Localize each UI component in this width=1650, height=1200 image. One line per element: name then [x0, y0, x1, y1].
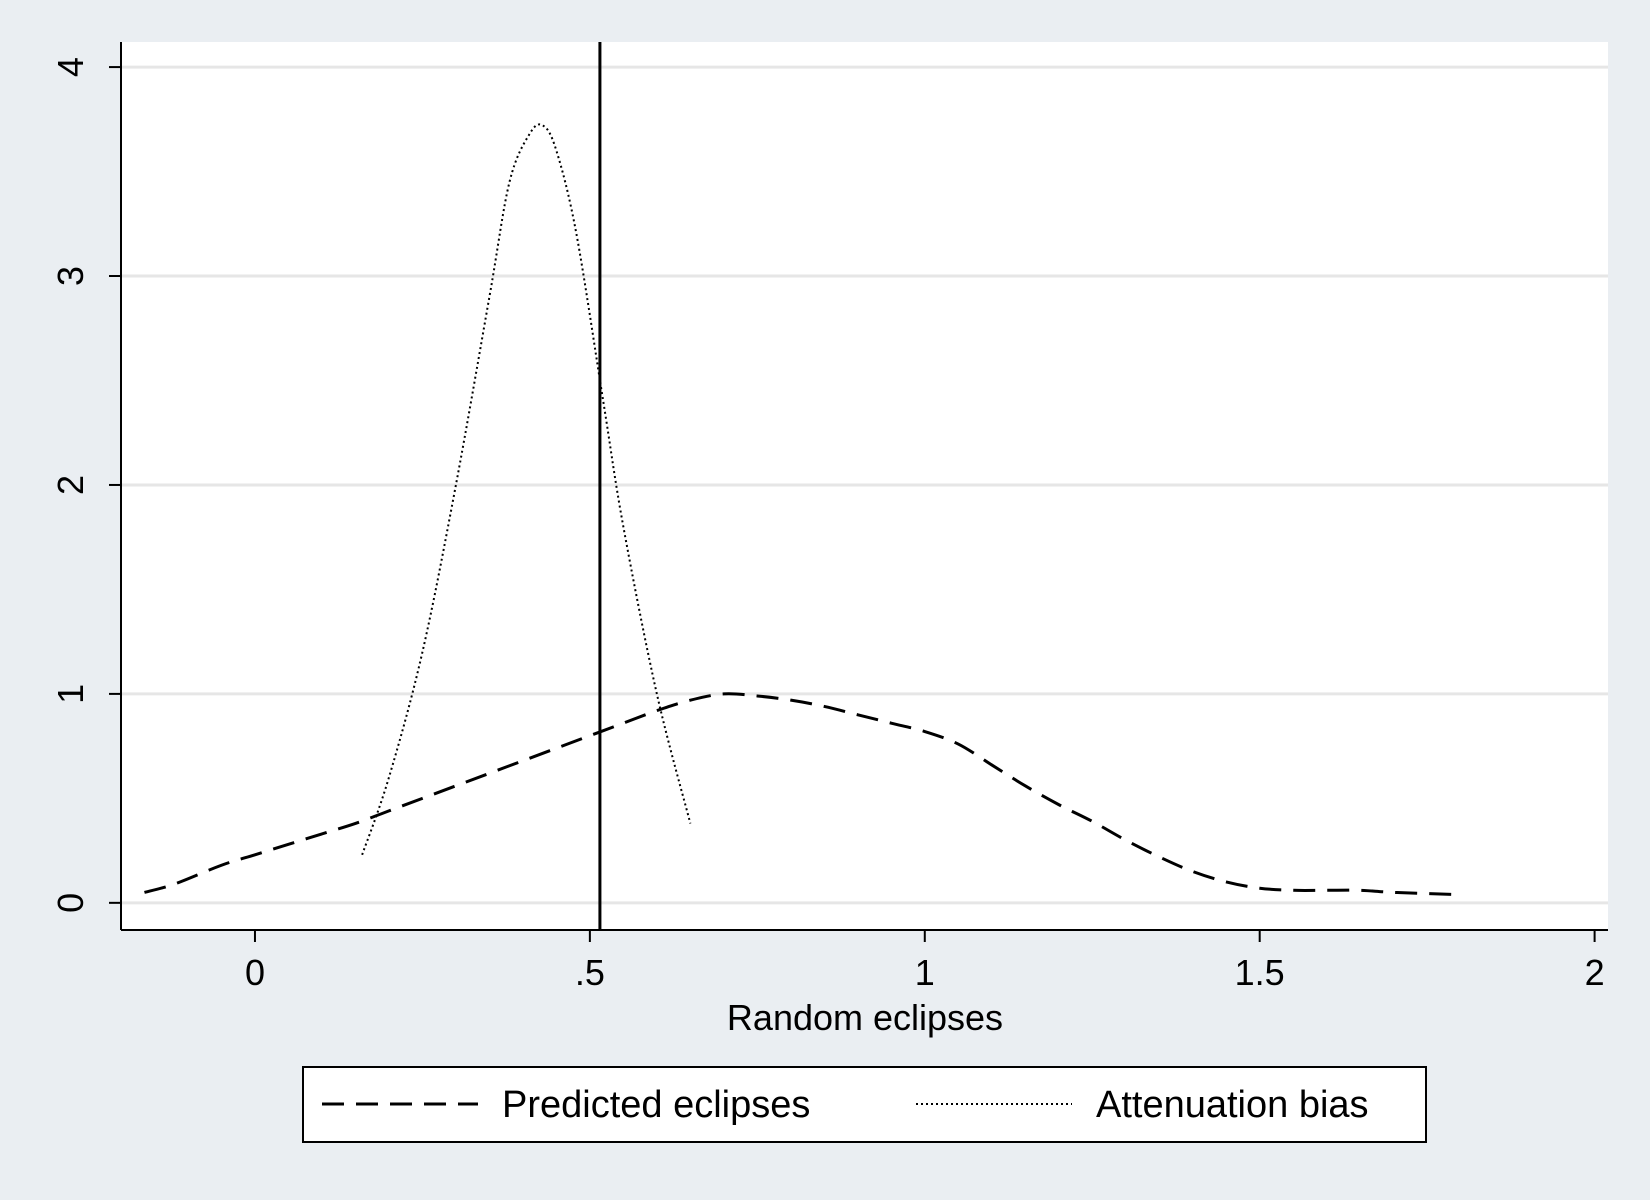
x-tick-label-3: 1.5: [1235, 952, 1285, 993]
x-tick-label-0: 0: [245, 952, 265, 993]
y-tick-label-3: 3: [50, 266, 91, 286]
x-tick-label-2: 1: [915, 952, 935, 993]
x-tick-label-1: .5: [575, 952, 605, 993]
x-axis-title: Random eclipses: [727, 997, 1003, 1038]
x-tick-label-4: 2: [1585, 952, 1605, 993]
grid: [121, 65, 1608, 905]
series-layer: [144, 123, 1454, 896]
y-tick-label-4: 4: [50, 57, 91, 77]
series-line-predicted-eclipses: [144, 692, 1454, 896]
y-tick-label-2: 2: [50, 475, 91, 495]
series-line-attenuation-bias: [361, 123, 692, 856]
legend: Predicted eclipses Attenuation bias: [302, 1066, 1427, 1143]
axes: 0 1 2 3 4 0 .5 1 1.5 2: [50, 42, 1608, 993]
legend-label-predicted: Predicted eclipses: [502, 1084, 810, 1126]
y-tick-label-0: 0: [50, 893, 91, 913]
legend-label-attenuation: Attenuation bias: [1096, 1084, 1369, 1126]
y-tick-label-1: 1: [50, 684, 91, 704]
legend-box: [302, 1066, 1427, 1143]
